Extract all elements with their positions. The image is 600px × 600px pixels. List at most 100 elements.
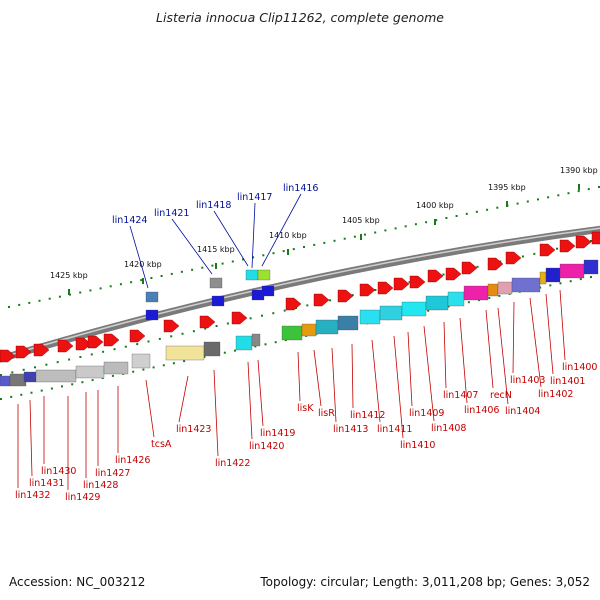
reverse-gene-label: lin1416 — [283, 183, 318, 194]
label-leader-line — [145, 379, 155, 438]
forward-gene-arrow — [129, 329, 146, 343]
outer-track-dot — [537, 198, 539, 201]
outer-track-dot — [425, 221, 428, 224]
gene-feature-box — [583, 259, 599, 275]
gene-feature-box — [203, 341, 221, 357]
outer-track-dot — [486, 208, 489, 211]
outer-track-dot — [89, 289, 92, 292]
mid-track-dot — [476, 265, 479, 268]
label-leader-line — [213, 210, 249, 267]
mid-track-dot — [124, 345, 127, 348]
outer-track-dot — [557, 194, 560, 197]
gene-feature-box — [463, 285, 489, 301]
kbp-major-tick — [287, 249, 289, 255]
mid-track-dot — [261, 314, 263, 317]
forward-gene-arrow — [87, 335, 104, 349]
outer-track-dot — [303, 246, 305, 248]
label-leader-line — [261, 193, 302, 267]
inner-track-dot — [40, 389, 43, 392]
forward-gene-label: lin1431 — [29, 478, 64, 489]
gene-feature-box — [497, 281, 513, 295]
kbp-label: 1390 kbp — [560, 166, 598, 175]
outer-track-dot — [414, 223, 417, 226]
inner-track-dot — [61, 385, 63, 388]
forward-gene-arrow — [487, 257, 504, 271]
outer-track-dot — [252, 256, 255, 259]
forward-gene-label: lin1428 — [83, 480, 118, 491]
outer-track-dot — [201, 266, 204, 269]
outer-track-dot — [353, 235, 356, 238]
reverse-gene-label: lin1418 — [196, 200, 231, 211]
inner-track-dot — [50, 387, 53, 390]
reverse-gene-label: lin1417 — [237, 192, 272, 203]
label-leader-line — [407, 331, 413, 407]
inner-track-dot — [30, 391, 33, 394]
inner-track-dot — [579, 278, 582, 281]
outer-track-dot — [170, 272, 173, 275]
inner-track-dot — [203, 355, 206, 358]
reverse-gene-label: lin1424 — [112, 215, 147, 226]
inner-track-dot — [498, 294, 501, 297]
gene-feature-box — [559, 263, 585, 279]
mid-track-dot — [249, 317, 252, 320]
outer-track-dot — [150, 277, 153, 279]
forward-gene-arrow — [539, 243, 556, 257]
forward-gene-arrow — [15, 345, 32, 359]
mid-track-dot — [226, 322, 229, 325]
inner-track-dot — [71, 383, 74, 386]
outer-track-dot — [323, 241, 326, 244]
forward-gene-label: lin1404 — [505, 406, 540, 417]
gene-feature-box — [103, 361, 129, 375]
inner-track-dot — [488, 297, 491, 299]
genome-summary-text: Topology: circular; Length: 3,011,208 bp… — [260, 575, 590, 589]
outer-track-dot — [313, 243, 316, 246]
mid-track-dot — [170, 335, 173, 338]
outer-track-dot — [292, 248, 295, 251]
kbp-major-tick — [506, 201, 508, 207]
mid-track-dot — [90, 353, 93, 356]
mid-track-dot — [283, 309, 286, 312]
inner-track-dot — [223, 351, 226, 354]
forward-gene-arrow — [409, 275, 426, 289]
forward-gene-arrow — [377, 281, 394, 295]
inner-track-dot — [91, 379, 94, 382]
outer-track-dot — [404, 225, 407, 228]
mid-track-dot — [113, 348, 116, 351]
forward-gene-arrow — [445, 267, 462, 281]
label-leader-line — [257, 359, 264, 427]
inner-track-dot — [142, 368, 145, 371]
outer-track-dot — [28, 301, 31, 304]
mid-track-dot — [442, 273, 445, 276]
mid-track-dot — [204, 327, 207, 330]
inner-track-dot — [20, 393, 23, 396]
outer-track-dot — [109, 285, 112, 288]
forward-gene-label: lin1427 — [95, 468, 130, 479]
kbp-major-tick — [434, 219, 436, 225]
gene-feature-box — [0, 375, 11, 387]
inner-track-dot — [549, 284, 552, 287]
reverse-gene-box — [211, 295, 225, 307]
forward-gene-label: lin1423 — [176, 424, 211, 435]
outer-track-dot — [526, 200, 529, 203]
kbp-label: 1420 kbp — [124, 260, 162, 269]
gene-feature-box — [131, 353, 151, 369]
map-title: Listeria innocua Clip11262, complete gen… — [156, 10, 444, 25]
forward-gene-arrow — [199, 315, 216, 329]
gene-feature-box — [9, 373, 27, 387]
inner-track-dot — [254, 345, 257, 348]
label-leader-line — [443, 321, 447, 389]
mid-track-dot — [408, 281, 411, 284]
mid-track-dot — [34, 366, 36, 369]
forward-gene-arrow — [57, 339, 74, 353]
label-leader-line — [393, 335, 404, 439]
gene-feature-box — [379, 305, 403, 321]
forward-gene-label: lin1413 — [333, 424, 368, 435]
forward-gene-label: lin1403 — [510, 375, 545, 386]
mid-track-dot — [351, 294, 354, 297]
forward-gene-label: lin1401 — [550, 376, 585, 387]
label-leader-line — [559, 289, 566, 361]
outer-track-dot — [130, 281, 133, 284]
label-leader-line — [371, 339, 381, 423]
forward-gene-label: lin1407 — [443, 390, 478, 401]
label-leader-line — [313, 349, 322, 407]
